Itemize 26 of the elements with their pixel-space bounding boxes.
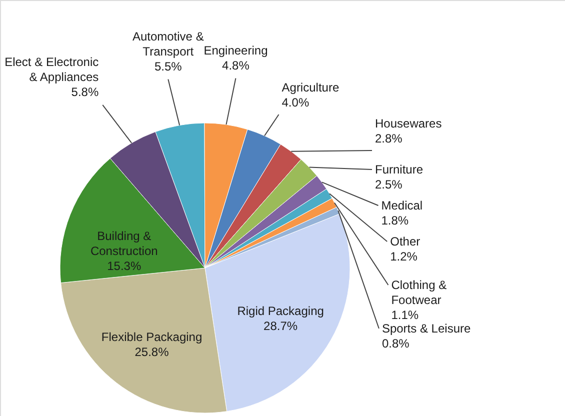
data-label: 25.8%	[134, 344, 170, 359]
data-label: 1.1%	[391, 308, 419, 322]
data-label: 15.3%	[107, 258, 142, 273]
data-label: 1.8%	[381, 213, 409, 228]
slice-label: Elect & Electronic & Appliances	[4, 54, 99, 84]
slice-label: Clothing & Footwear	[391, 278, 447, 307]
slice-label: Furniture	[375, 162, 424, 176]
data-label: 0.8%	[382, 336, 410, 350]
slice-label: Housewares	[375, 116, 442, 130]
slice-label: Engineering	[204, 43, 268, 58]
slice-label: Flexible Packaging	[101, 330, 202, 344]
data-label: 4.0%	[282, 95, 310, 110]
data-label: 5.5%	[154, 59, 182, 74]
slice-label: Rigid Packaging	[237, 304, 324, 318]
slice-label: Automotive & Transport	[132, 29, 204, 58]
data-label: 1.2%	[390, 249, 418, 264]
slice-label: Agriculture	[282, 80, 340, 94]
data-label: 2.5%	[375, 177, 403, 192]
data-label: 4.8%	[222, 58, 250, 72]
data-label: 2.8%	[375, 131, 403, 146]
data-label: 28.7%	[264, 319, 298, 334]
slice-label: Other	[390, 234, 420, 248]
slice-label: Medical	[381, 198, 423, 212]
slice-label: Sports & Leisure	[382, 321, 471, 336]
data-label: 5.8%	[71, 84, 99, 99]
slice-label: Building & Construction	[90, 228, 158, 258]
